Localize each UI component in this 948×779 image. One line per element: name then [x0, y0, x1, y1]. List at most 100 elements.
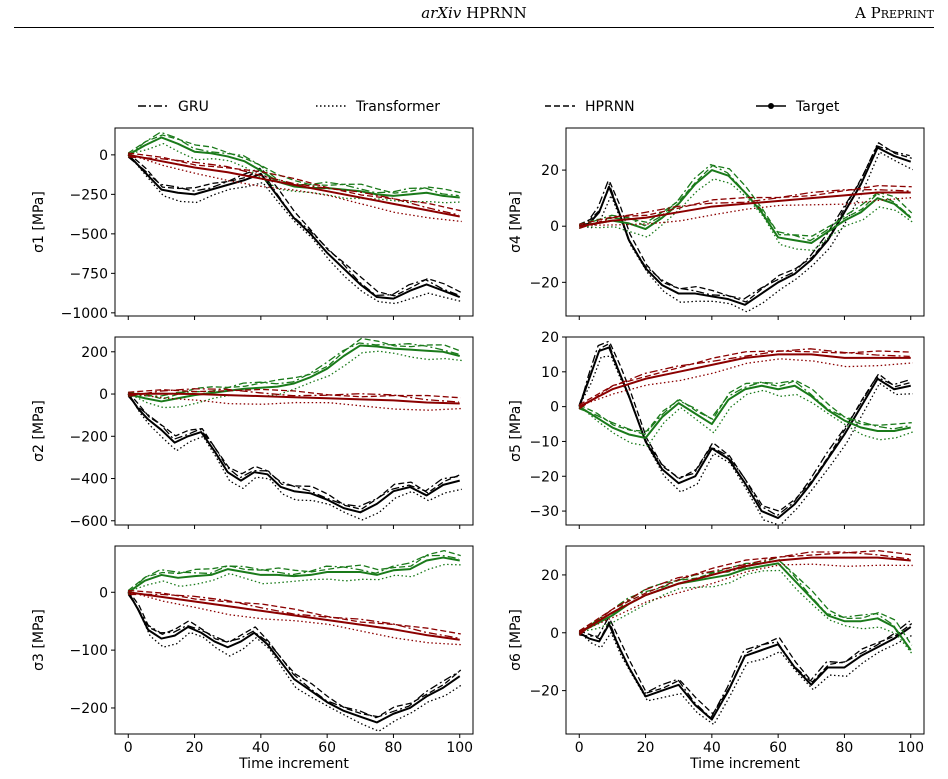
- y-tick-label: −20: [529, 469, 559, 485]
- legend-label-transformer: Transformer: [355, 99, 440, 115]
- series-line-red-transformer: [128, 153, 462, 223]
- series-line-green-gru: [127, 131, 459, 197]
- y-tick-label: −10: [529, 434, 559, 450]
- y-tick-label: −20: [529, 684, 559, 700]
- y-tick-label: −750: [70, 266, 108, 282]
- y-tick-label: −30: [529, 504, 559, 520]
- y-tick-label: 20: [541, 330, 559, 346]
- series-line-green-gru: [578, 163, 911, 242]
- series-line-red-transformer: [579, 358, 913, 407]
- series-line-green-hprnn: [127, 134, 461, 194]
- series-line-red-gru: [128, 156, 459, 216]
- series-line-green-transformer: [579, 569, 914, 655]
- series-group: [127, 131, 462, 305]
- series-line-green-target: [128, 344, 460, 403]
- series-line-green-gru: [128, 342, 459, 397]
- series-line-black-target: [578, 623, 912, 721]
- axes-frame: [565, 127, 925, 317]
- series-group: [127, 337, 462, 521]
- x-tick-label: 40: [252, 740, 270, 756]
- series-line-black-target: [127, 393, 460, 514]
- y-tick-label: 0: [99, 148, 108, 164]
- series-line-green-hprnn: [579, 164, 913, 237]
- y-tick-label: −200: [70, 429, 108, 445]
- running-header: arXiv HPRNN: [0, 4, 948, 22]
- y-tick-label: 0: [550, 219, 559, 235]
- legend-marker: [768, 103, 774, 109]
- y-tick-label: 20: [541, 163, 559, 179]
- series-line-black-transformer: [127, 153, 462, 305]
- series-line-black-target: [127, 154, 461, 300]
- y-tick-label: −250: [70, 187, 108, 203]
- y-axis-label: σ2 [MPa]: [31, 400, 47, 462]
- series-line-black-transformer: [127, 591, 463, 732]
- header-venue: arXiv: [421, 4, 462, 22]
- y-tick-label: −20: [529, 275, 559, 291]
- x-tick-label: 0: [124, 740, 133, 756]
- chart-panel-5: 0 20 40 60 80 100 0 −100 −200 σ3 [MPa] Time increm…: [31, 545, 474, 772]
- series-line-red-hprnn: [579, 184, 912, 226]
- series-line-black-target: [578, 146, 912, 306]
- x-tick-label: 60: [318, 740, 336, 756]
- series-line-red-transformer: [579, 196, 913, 227]
- y-tick-label: −100: [70, 643, 108, 659]
- x-tick-label: 60: [769, 740, 787, 756]
- series-line-green-target: [127, 556, 460, 594]
- series-line-green-transformer: [578, 389, 913, 447]
- series-line-green-transformer: [579, 178, 914, 251]
- series-line-green-gru: [579, 379, 910, 436]
- x-tick-label: 40: [703, 740, 721, 756]
- x-axis-label: Time increment: [689, 756, 800, 772]
- series-line-green-hprnn: [578, 379, 912, 432]
- x-tick-label: 80: [385, 740, 403, 756]
- y-tick-label: 0: [550, 626, 559, 642]
- series-line-black-hprnn: [579, 619, 913, 715]
- y-axis-label: σ1 [MPa]: [31, 191, 47, 253]
- legend: GRU Transformer HPRNN Target: [138, 99, 840, 115]
- series-line-green-target: [578, 384, 911, 439]
- series-line-red-hprnn: [128, 388, 461, 399]
- y-axis-label: σ6 [MPa]: [508, 609, 524, 671]
- series-line-red-hprnn: [128, 589, 461, 635]
- series-line-red-hprnn: [128, 152, 461, 212]
- header-rule: [14, 27, 934, 28]
- series-line-green-transformer: [128, 142, 462, 204]
- header-right: A Preprint: [855, 4, 934, 22]
- y-tick-label: 200: [81, 345, 108, 361]
- series-line-green-target: [127, 136, 460, 199]
- axes-frame: [114, 545, 474, 735]
- series-line-red-transformer: [128, 392, 462, 411]
- series-line-green-target: [578, 562, 912, 651]
- chart-panel-3: 200 0 −200 −400 −600 σ2 [MPa]: [31, 336, 474, 530]
- series-line-black-gru: [127, 156, 459, 297]
- y-axis-label: σ3 [MPa]: [31, 609, 47, 671]
- series-line-red-hprnn: [578, 350, 912, 406]
- y-tick-label: 0: [99, 387, 108, 403]
- series-line-red-target: [578, 556, 911, 634]
- series-line-black-gru: [127, 594, 460, 719]
- y-axis-label: σ4 [MPa]: [508, 191, 524, 253]
- y-tick-label: 0: [550, 400, 559, 416]
- series-line-black-transformer: [578, 631, 914, 726]
- y-tick-label: −1000: [61, 306, 108, 322]
- x-tick-label: 20: [186, 740, 204, 756]
- series-line-green-target: [579, 169, 912, 245]
- y-tick-label: 0: [99, 585, 108, 601]
- chart-panel-2: 20 0 −20 σ4 [MPa]: [508, 127, 925, 320]
- axes-frame: [565, 336, 925, 526]
- chart-panel-6: 0 20 40 60 80 100 20 0 −20 σ6 [MPa] Time increment: [508, 545, 925, 772]
- series-line-black-transformer: [127, 392, 462, 521]
- x-tick-label: 100: [446, 740, 473, 756]
- x-tick-label: 0: [575, 740, 584, 756]
- x-tick-label: 100: [897, 740, 924, 756]
- series-line-red-gru: [128, 593, 459, 639]
- y-tick-label: −400: [70, 472, 108, 488]
- legend-label-target: Target: [795, 99, 840, 115]
- series-line-black-gru: [579, 617, 911, 719]
- y-tick-label: −600: [70, 514, 108, 530]
- axes-frame: [114, 336, 474, 526]
- series-line-black-transformer: [578, 355, 913, 525]
- x-axis-label: Time increment: [238, 756, 349, 772]
- series-line-black-transformer: [579, 151, 914, 313]
- series-line-black-gru: [578, 145, 910, 300]
